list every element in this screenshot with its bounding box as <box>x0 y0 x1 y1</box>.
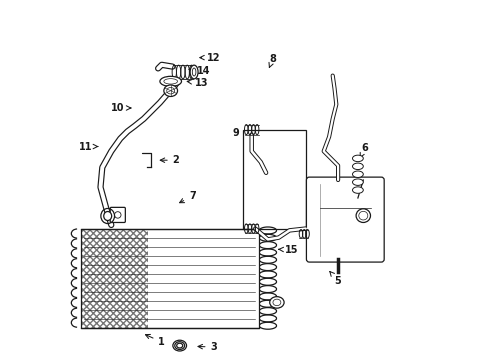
Text: 4: 4 <box>108 211 120 221</box>
Bar <box>81 229 148 328</box>
Ellipse shape <box>352 179 363 185</box>
FancyBboxPatch shape <box>306 177 384 262</box>
Text: 15: 15 <box>278 245 298 255</box>
Ellipse shape <box>163 85 177 96</box>
Ellipse shape <box>352 171 363 177</box>
Ellipse shape <box>103 212 111 220</box>
Text: 9: 9 <box>232 128 238 138</box>
Ellipse shape <box>352 187 363 193</box>
Ellipse shape <box>190 65 198 79</box>
Text: 7: 7 <box>179 191 195 203</box>
Bar <box>242 130 305 229</box>
Ellipse shape <box>160 76 181 86</box>
Ellipse shape <box>352 155 363 162</box>
Ellipse shape <box>355 209 370 222</box>
Text: 3: 3 <box>198 342 217 352</box>
FancyBboxPatch shape <box>110 207 125 222</box>
Text: 10: 10 <box>111 103 130 113</box>
Text: 14: 14 <box>189 66 210 76</box>
Text: 11: 11 <box>79 141 98 152</box>
Text: 6: 6 <box>359 143 368 158</box>
Text: 2: 2 <box>160 155 179 165</box>
Text: 5: 5 <box>329 271 341 286</box>
Ellipse shape <box>352 163 363 170</box>
Text: 1: 1 <box>145 334 165 347</box>
Text: 12: 12 <box>200 53 220 63</box>
Bar <box>81 229 258 328</box>
Text: 13: 13 <box>187 78 207 88</box>
Ellipse shape <box>269 297 284 308</box>
Text: 8: 8 <box>268 54 275 68</box>
